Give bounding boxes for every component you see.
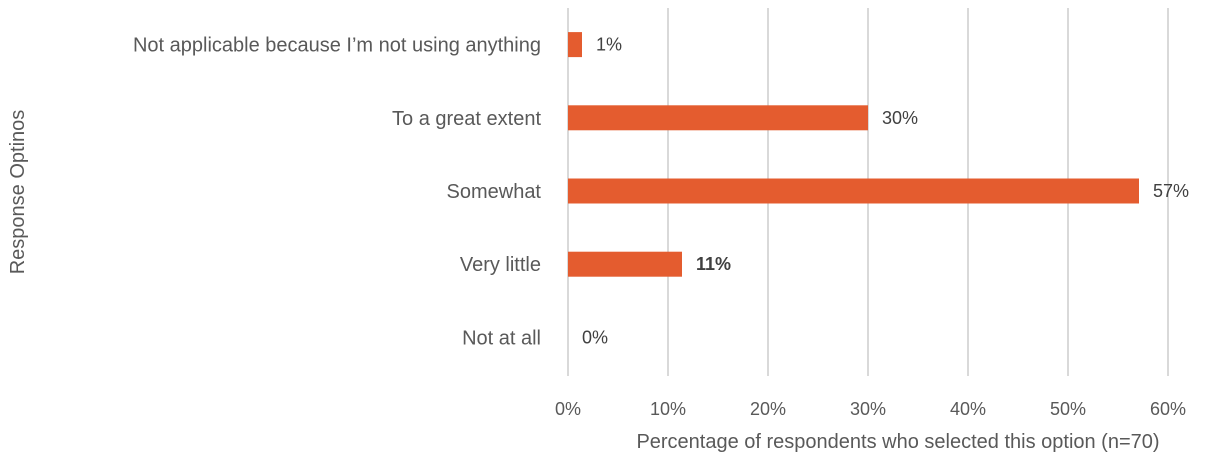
category-label: Not applicable because I’m not using any… bbox=[133, 35, 541, 57]
data-label: 57% bbox=[1153, 181, 1189, 201]
data-label: 11% bbox=[696, 254, 731, 274]
data-label: 30% bbox=[882, 108, 918, 128]
x-tick-label: 30% bbox=[850, 399, 886, 419]
bar bbox=[568, 105, 868, 130]
bars bbox=[568, 32, 1139, 277]
x-axis-title: Percentage of respondents who selected t… bbox=[636, 431, 1159, 453]
bar bbox=[568, 252, 682, 277]
category-label: To a great extent bbox=[392, 108, 541, 130]
data-label: 1% bbox=[596, 35, 622, 55]
x-tick-label: 50% bbox=[1050, 399, 1086, 419]
bar bbox=[568, 32, 582, 57]
x-tick-label: 60% bbox=[1150, 399, 1186, 419]
x-tick-label: 20% bbox=[750, 399, 786, 419]
y-axis-title: Response Optinos bbox=[7, 110, 29, 275]
x-tick-label: 10% bbox=[650, 399, 686, 419]
category-labels: Not applicable because I’m not using any… bbox=[133, 35, 541, 350]
category-label: Not at all bbox=[462, 327, 541, 349]
x-tick-labels: 0% 10% 20% 30% 40% 50% 60% bbox=[555, 399, 1186, 419]
category-label: Somewhat bbox=[447, 181, 542, 203]
x-tick-label: 40% bbox=[950, 399, 986, 419]
data-label: 0% bbox=[582, 327, 608, 347]
category-label: Very little bbox=[460, 254, 541, 276]
bar bbox=[568, 179, 1139, 204]
x-tick-label: 0% bbox=[555, 399, 581, 419]
